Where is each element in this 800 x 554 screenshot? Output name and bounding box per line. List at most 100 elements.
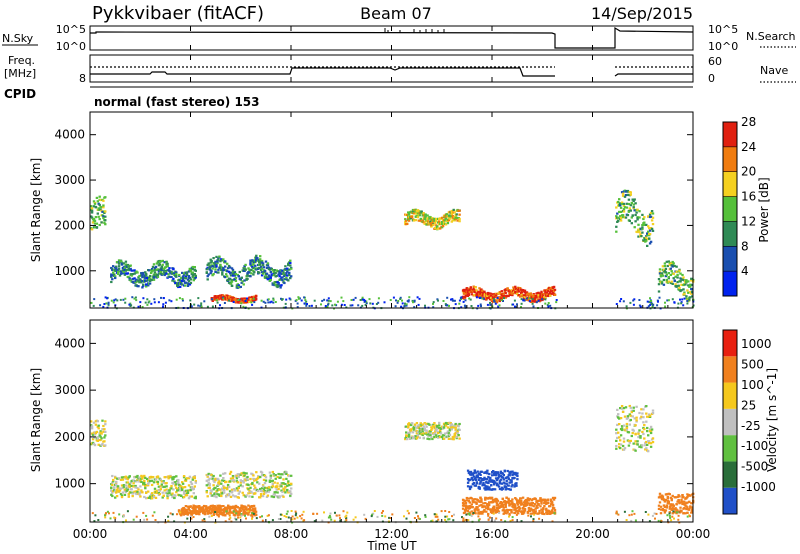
velocity-cell [132, 482, 135, 485]
velocity-cell [188, 495, 192, 498]
velocity-cell [691, 509, 694, 512]
power-cell [102, 305, 105, 308]
power-cell [286, 267, 289, 270]
velocity-cell [228, 518, 231, 521]
velocity-cell [192, 508, 195, 511]
velocity-cell [620, 428, 624, 432]
velocity-cell [126, 488, 129, 491]
velocity-cell [100, 437, 103, 440]
velocity-cell [494, 511, 497, 514]
velocity-cell [663, 505, 667, 508]
power-cell [676, 276, 679, 279]
power-cell [474, 286, 477, 289]
velocity-cell [634, 519, 637, 522]
velocity-cell [339, 517, 341, 520]
power-cell [351, 304, 354, 307]
power-cell [99, 304, 102, 307]
power-cell [237, 275, 240, 278]
velocity-cell [259, 487, 262, 491]
velocity-cell [372, 512, 375, 515]
power-cell [110, 299, 113, 302]
velocity-cell [435, 434, 438, 437]
velocity-cell [267, 514, 270, 517]
velocity-cell [251, 515, 254, 518]
power-cell [488, 295, 491, 298]
velocity-cell [487, 514, 490, 517]
power-cell [454, 217, 457, 221]
velocity-cell [238, 508, 241, 511]
velocity-cell [415, 422, 419, 425]
velocity-cell [124, 491, 128, 494]
power-cell [443, 216, 447, 219]
velocity-cell [442, 434, 446, 437]
y-tick-label: 4000 [54, 128, 85, 142]
velocity-cell [627, 439, 631, 443]
velocity-cell [454, 431, 457, 434]
velocity-cell [212, 479, 215, 482]
power-cell [248, 271, 251, 274]
velocity-cell [300, 517, 303, 520]
power-cell [455, 213, 458, 216]
velocity-cell [640, 446, 643, 449]
velocity-cell [471, 499, 474, 503]
velocity-cell [648, 520, 651, 523]
velocity-cell [621, 410, 625, 413]
velocity-cell [228, 490, 232, 493]
velocity-cell [192, 506, 195, 509]
velocity-cell [497, 485, 501, 488]
velocity-cell [447, 518, 450, 521]
power-cell [189, 299, 192, 302]
velocity-cell [495, 498, 499, 501]
velocity-cell [184, 512, 187, 515]
power-cell [91, 221, 95, 224]
velocity-cell [453, 424, 456, 427]
velocity-cell [505, 512, 508, 515]
power-cell [680, 301, 683, 304]
velocity-cell [493, 473, 496, 477]
velocity-cell [405, 425, 408, 428]
velocity-cell [504, 485, 507, 489]
velocity-colorbar-tick: 1000 [741, 337, 772, 351]
velocity-cell [431, 427, 434, 430]
velocity-cell [478, 487, 481, 490]
power-cell [682, 288, 685, 291]
power-cell [155, 262, 159, 265]
velocity-cell [476, 475, 479, 478]
power-cell [260, 274, 264, 277]
velocity-cell [540, 498, 543, 502]
velocity-cell [285, 515, 288, 518]
power-cell [643, 223, 646, 226]
power-cell [297, 297, 300, 300]
power-cell [487, 291, 490, 295]
velocity-cell [270, 495, 273, 498]
power-cell [648, 301, 651, 304]
power-cell [440, 216, 444, 219]
power-cell [135, 278, 138, 281]
power-cell [250, 264, 253, 267]
nave-label: Nave [760, 64, 788, 77]
velocity-cell [110, 486, 113, 489]
velocity-cell [240, 513, 243, 516]
velocity-cell [547, 502, 550, 505]
power-cell [686, 289, 689, 292]
velocity-cell [492, 505, 496, 508]
power-cell [212, 273, 215, 276]
power-cell [359, 299, 362, 301]
power-cell [497, 292, 501, 295]
power-cell [673, 279, 676, 282]
velocity-cell [668, 511, 671, 514]
power-cell [615, 206, 618, 209]
velocity-cell [182, 496, 186, 499]
power-cell [645, 239, 648, 242]
power-cell [219, 304, 221, 307]
velocity-cell [678, 495, 681, 498]
power-cell [259, 258, 262, 261]
power-cell [183, 284, 187, 287]
velocity-cell [521, 507, 525, 510]
power-cell [295, 299, 298, 302]
power-cell [502, 293, 505, 296]
velocity-cell [218, 488, 221, 491]
velocity-cell [147, 482, 150, 485]
velocity-cell [417, 517, 420, 520]
